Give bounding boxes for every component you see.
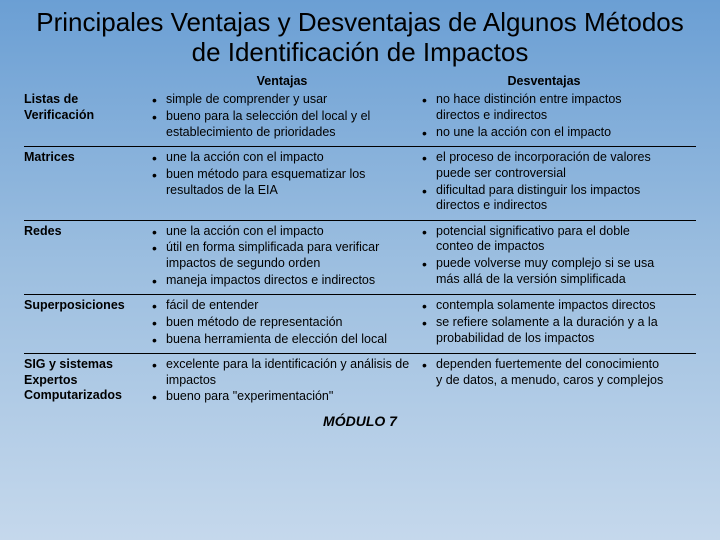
list-item: potencial significativo para el doble co… [422, 224, 666, 255]
list-item: buen método de representación [152, 315, 412, 331]
list-item: se refiere solamente a la duración y a l… [422, 315, 666, 346]
table-row: Matricesune la acción con el impactobuen… [24, 147, 696, 221]
table-row: Redesune la acción con el impactoútil en… [24, 221, 696, 296]
desventajas-cell: potencial significativo para el doble co… [422, 224, 666, 290]
list-item: buen método para esquematizar los result… [152, 167, 412, 198]
ventajas-cell: fácil de entenderbuen método de represen… [152, 298, 422, 348]
list-item: dificultad para distinguir los impactos … [422, 183, 666, 214]
list-item: contempla solamente impactos directos [422, 298, 666, 314]
footer-module: MÓDULO 7 [24, 413, 696, 429]
list-item: bueno para la selección del local y el e… [152, 109, 412, 140]
list-item: dependen fuertemente del conocimiento y … [422, 357, 666, 388]
list-item: buena herramienta de elección del local [152, 332, 412, 348]
method-name: Superposiciones [24, 298, 152, 348]
method-name: Matrices [24, 150, 152, 215]
list-item: simple de comprender y usar [152, 92, 412, 108]
list-item: maneja impactos directos e indirectos [152, 273, 412, 289]
desventajas-cell: no hace distinción entre impactos direct… [422, 92, 666, 141]
slide-title: Principales Ventajas y Desventajas de Al… [24, 8, 696, 68]
list-item: excelente para la identificación y análi… [152, 357, 412, 388]
ventajas-cell: simple de comprender y usarbueno para la… [152, 92, 422, 141]
ventajas-cell: une la acción con el impactoútil en form… [152, 224, 422, 290]
list-item: puede volverse muy complejo si se usa má… [422, 256, 666, 287]
header-ventajas: Ventajas [152, 74, 422, 90]
table-header-row: Ventajas Desventajas [24, 74, 696, 90]
list-item: el proceso de incorporación de valores p… [422, 150, 666, 181]
desventajas-cell: contempla solamente impactos directosse … [422, 298, 666, 348]
method-name: SIG y sistemas Expertos Computarizados [24, 357, 152, 406]
list-item: no hace distinción entre impactos direct… [422, 92, 666, 123]
list-item: une la acción con el impacto [152, 224, 412, 240]
methods-table: Ventajas Desventajas Listas de Verificac… [24, 74, 696, 411]
list-item: útil en forma simplificada para verifica… [152, 240, 412, 271]
list-item: une la acción con el impacto [152, 150, 412, 166]
list-item: no une la acción con el impacto [422, 125, 666, 141]
desventajas-cell: dependen fuertemente del conocimiento y … [422, 357, 666, 406]
table-row: SIG y sistemas Expertos Computarizadosex… [24, 354, 696, 411]
ventajas-cell: excelente para la identificación y análi… [152, 357, 422, 406]
method-name: Listas de Verificación [24, 92, 152, 141]
method-name: Redes [24, 224, 152, 290]
table-row: Superposicionesfácil de entenderbuen mét… [24, 295, 696, 354]
ventajas-cell: une la acción con el impactobuen método … [152, 150, 422, 215]
list-item: bueno para "experimentación" [152, 389, 412, 405]
table-row: Listas de Verificaciónsimple de comprend… [24, 89, 696, 147]
desventajas-cell: el proceso de incorporación de valores p… [422, 150, 666, 215]
list-item: fácil de entender [152, 298, 412, 314]
header-desventajas: Desventajas [422, 74, 666, 90]
